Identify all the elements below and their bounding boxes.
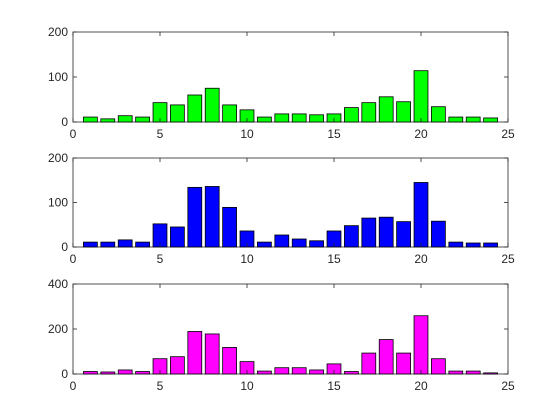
bar [257,370,272,375]
x-tick-label: 10 [240,252,254,266]
x-tick-label: 20 [414,379,428,393]
bar [448,370,464,375]
bar [448,116,464,123]
bar [483,117,498,123]
bar [83,241,98,248]
bar [396,352,411,375]
bar [309,240,324,248]
bar [291,238,307,248]
bar [274,234,290,248]
bar [274,367,290,375]
bar [448,241,464,248]
subplot-3: 0 5 10 15 20 25 0 200 400 [48,277,515,393]
x-tick-label: 5 [157,379,164,393]
x-tick-label: 25 [501,379,515,393]
bar [378,339,394,375]
bar [83,116,98,123]
bar [291,113,307,123]
bar [465,242,481,248]
x-tick-label: 20 [414,252,428,266]
subplot-2: 0 5 10 15 20 25 0 100 200 [48,151,515,266]
bar [117,239,133,248]
bar [483,242,498,248]
bar [378,216,394,248]
x-tick-label: 10 [240,127,254,141]
bar [413,315,429,375]
x-tick-label: 25 [501,252,515,266]
bar [170,104,185,123]
bar [344,371,359,375]
bar [204,186,220,248]
y-tick-label: 0 [61,240,68,254]
bar [309,114,324,123]
bar [483,372,498,375]
bar [431,220,446,248]
bar [135,371,150,375]
x-tick-label: 5 [157,252,164,266]
y-tick-label: 100 [48,196,68,210]
bar [309,369,324,375]
bar [326,363,342,375]
bar [117,369,133,375]
y-tick-label: 200 [48,151,68,165]
bar [204,333,220,375]
bar [361,102,377,123]
bar [396,101,411,123]
x-tick-label: 5 [157,127,164,141]
bar [170,356,185,375]
y-tick-label: 200 [48,322,68,336]
bar [239,361,255,375]
bar [361,352,377,375]
x-tick-label: 10 [240,379,254,393]
x-tick-label: 15 [327,252,341,266]
bar [413,70,429,123]
bar [465,116,481,123]
bar [187,94,203,123]
bar [378,96,394,123]
x-tick-label: 15 [327,379,341,393]
bar [170,226,185,248]
bar [135,116,150,123]
bar [204,87,220,123]
bar [291,367,307,375]
bar [431,106,446,123]
bar [117,115,133,123]
bar [361,217,377,248]
bar [187,186,203,248]
bar [187,331,203,375]
bar [274,113,290,123]
x-tick-label: 20 [414,127,428,141]
y-tick-label: 0 [61,115,68,129]
bar [344,225,359,248]
y-tick-label: 400 [48,277,68,291]
bar [100,371,116,375]
x-tick-label: 0 [70,127,77,141]
y-tick-label: 100 [48,70,68,84]
y-tick-label: 0 [61,367,68,381]
y-tick-label: 200 [48,25,68,39]
bar [344,107,359,123]
bar [83,371,98,375]
bar [257,116,272,123]
x-tick-label: 25 [501,127,515,141]
x-tick-label: 0 [70,252,77,266]
subplot-1: 0 5 10 15 20 25 0 100 200 [48,25,515,141]
bar [135,241,150,248]
bar [100,118,116,123]
x-tick-label: 15 [327,127,341,141]
bar [222,206,237,248]
bar [431,358,446,375]
bar [413,182,429,248]
bar [465,370,481,375]
bar [100,241,116,248]
bar [222,347,237,375]
bar [222,104,237,123]
x-tick-label: 0 [70,379,77,393]
bar [257,241,272,248]
bar [396,221,411,248]
